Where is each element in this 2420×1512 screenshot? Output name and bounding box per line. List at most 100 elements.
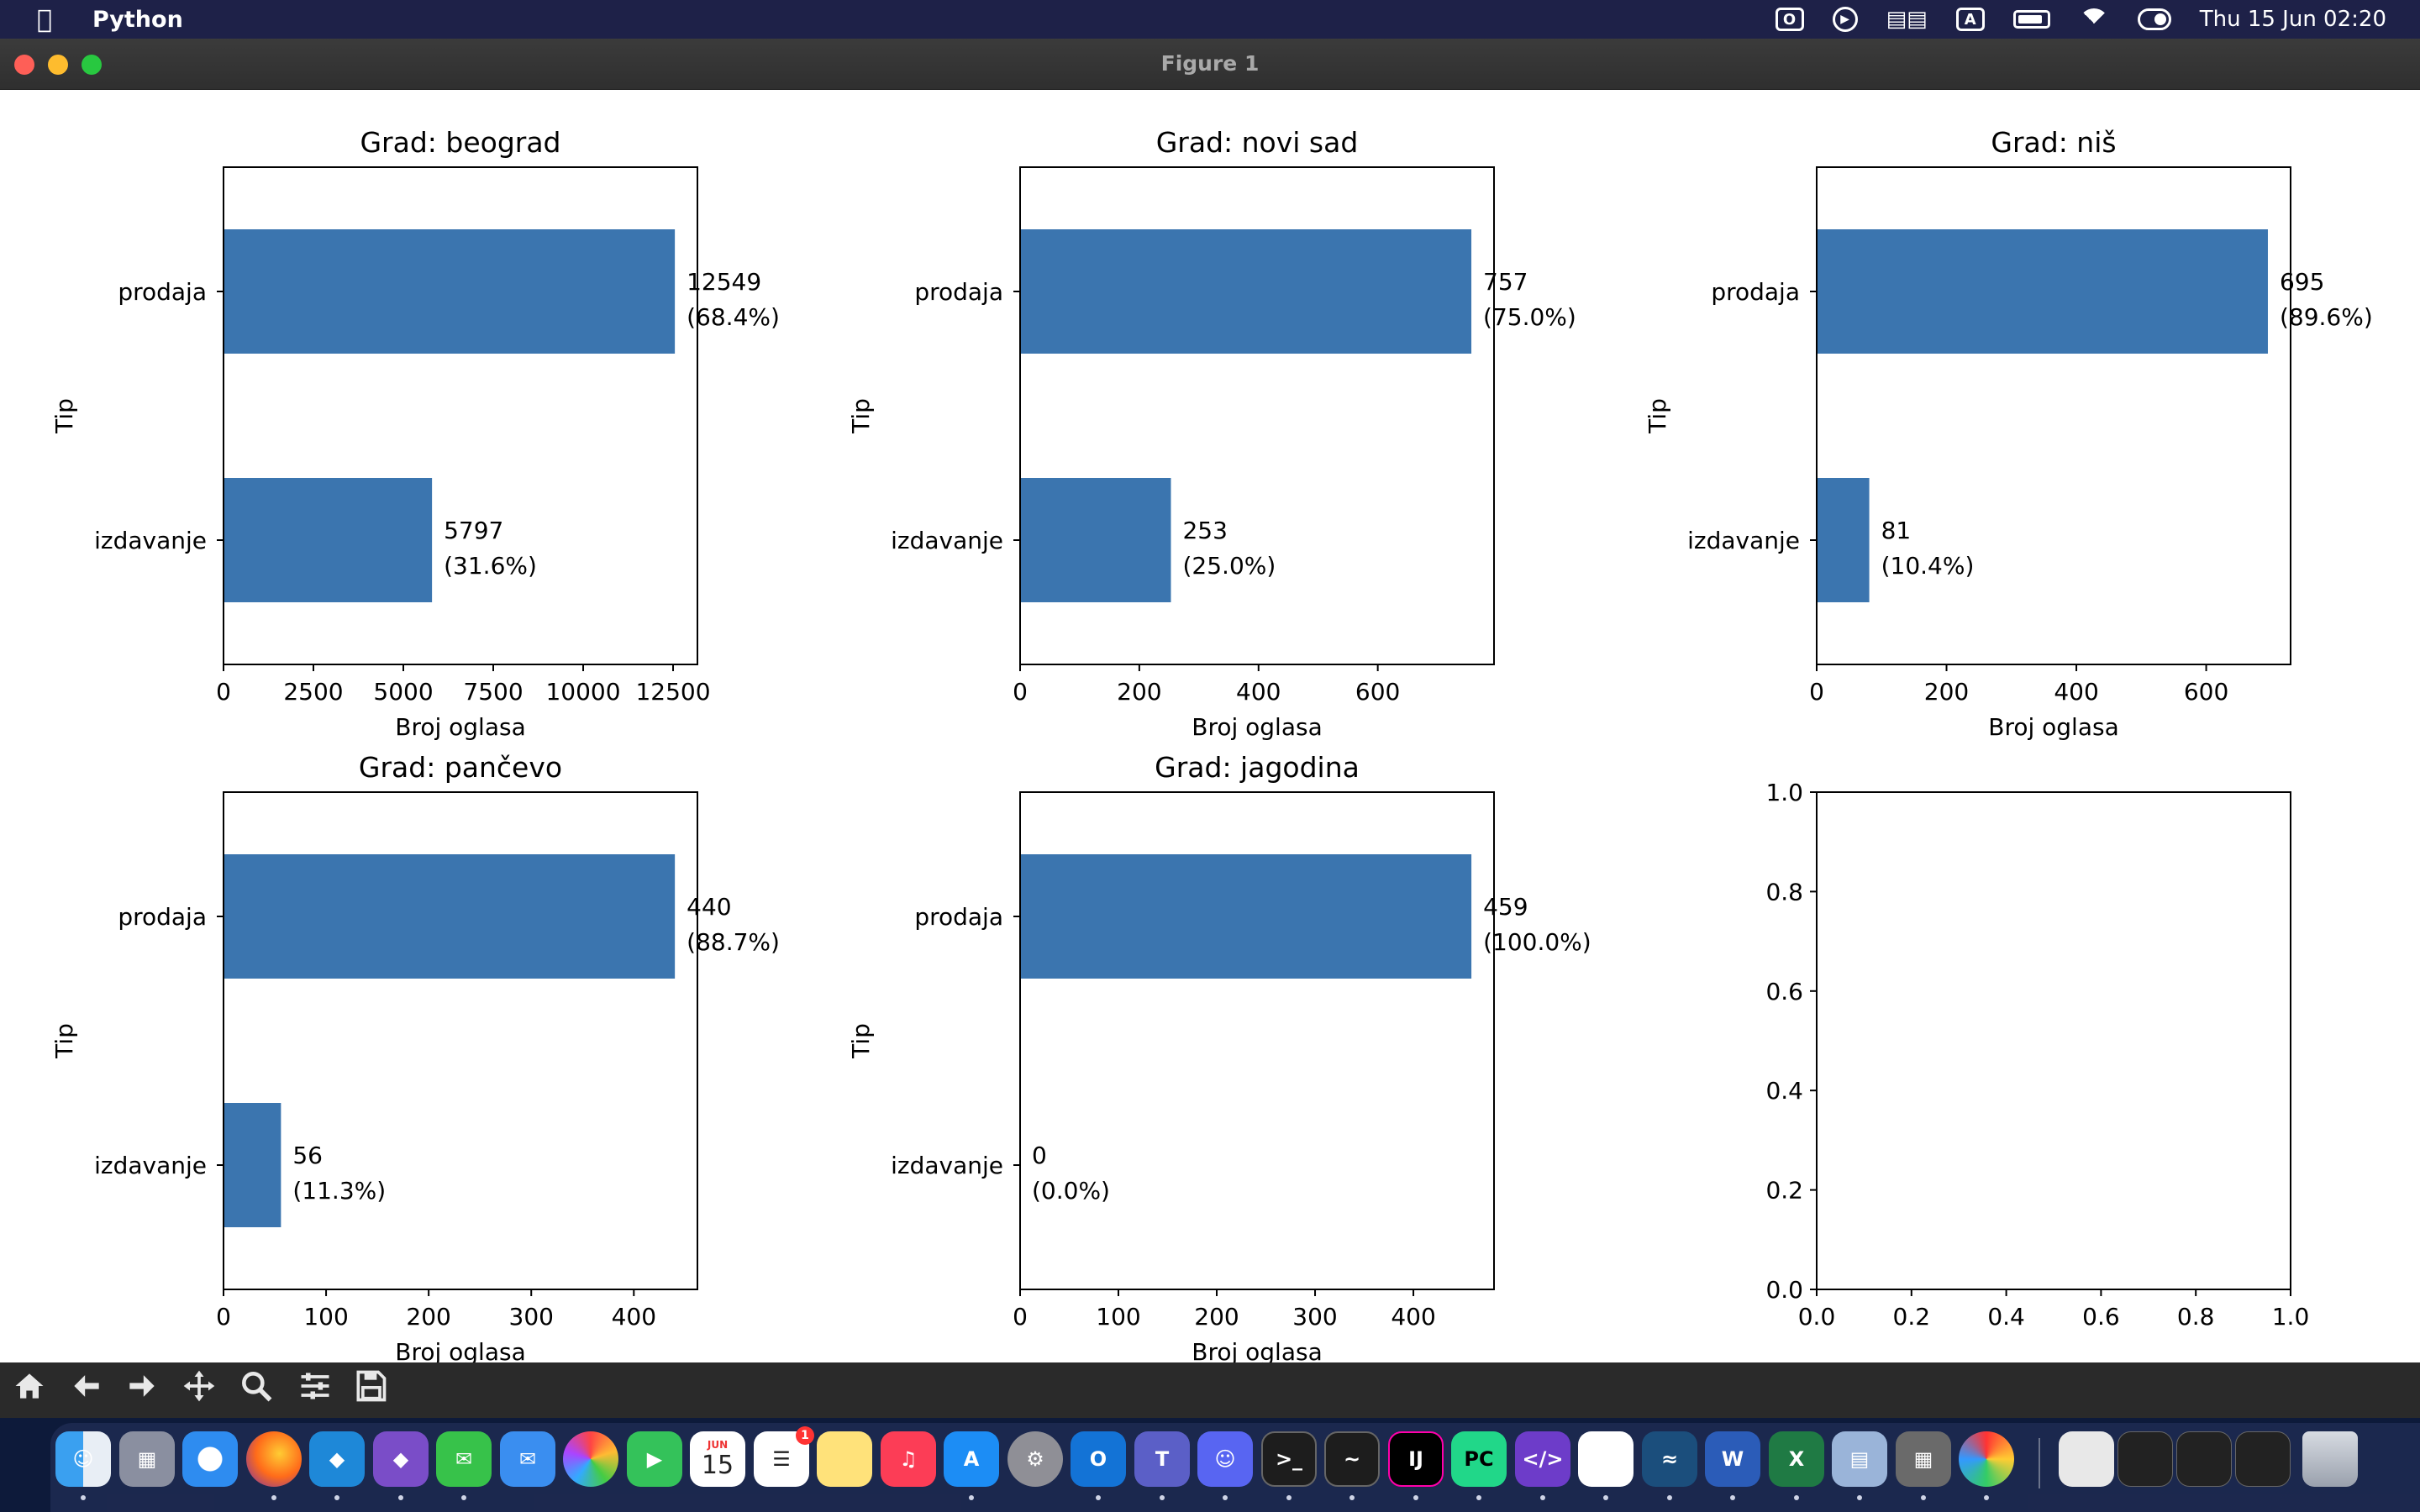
dock-terminal-icon[interactable]: >_ [1261, 1431, 1317, 1487]
save-button[interactable] [348, 1369, 393, 1411]
close-window-button[interactable] [14, 55, 34, 75]
panel-4-xtick-label: 300 [509, 1303, 554, 1331]
status-area: O ▶ ▤▤ A Thu 15 Jun 02:20 [1775, 0, 2386, 39]
dock-word-icon[interactable]: W [1705, 1431, 1760, 1487]
apple-menu-icon[interactable]:  [32, 5, 57, 34]
dock-reminders-icon[interactable]: ☰ 1 [754, 1426, 814, 1487]
input-source-indicator[interactable]: A [1955, 8, 1985, 31]
panel-3-xtick-label: 600 [2184, 678, 2228, 706]
app-menu-name[interactable]: Python [92, 6, 183, 33]
panel-2-ytick-label: izdavanje [891, 527, 1003, 554]
menu-clock[interactable]: Thu 15 Jun 02:20 [2199, 7, 2386, 32]
panel-3-xlabel: Broj oglasa [1988, 713, 2119, 741]
dock-visual-studio-icon[interactable]: ◆ [373, 1431, 429, 1487]
panel-5-ytick-label: izdavanje [891, 1152, 1003, 1179]
panel-5-title: Grad: jagodina [1155, 751, 1360, 784]
dock-teams-icon[interactable]: T [1134, 1431, 1190, 1487]
dock-recent-window-2[interactable] [2176, 1431, 2232, 1487]
panel-3-value-label: 695 [2280, 268, 2324, 296]
configure-icon [297, 1368, 334, 1413]
back-button[interactable] [64, 1369, 109, 1411]
minimize-window-button[interactable] [48, 55, 68, 75]
panel-2-value-label: 253 [1182, 517, 1227, 544]
panel-1-xtick-label: 10000 [545, 678, 620, 706]
dock-firefox-icon[interactable] [246, 1431, 302, 1487]
running-indicator [1794, 1495, 1799, 1500]
dock-preview-icon[interactable]: ▤ [1832, 1431, 1887, 1487]
bed-status-icon[interactable]: ▤▤ [1886, 7, 1928, 32]
configure-button[interactable] [292, 1369, 338, 1411]
panel-1-value-label: 5797 [444, 517, 503, 544]
dock-trash-icon[interactable] [2302, 1431, 2358, 1487]
panel-2-bar-izdavanje [1020, 478, 1171, 602]
panel-6-ytick-label: 0.0 [1765, 1276, 1803, 1304]
title-bar[interactable]: Figure 1 [0, 39, 2420, 90]
control-center-icon[interactable] [2137, 8, 2171, 30]
dock-calendar-icon[interactable]: JUN 15 [690, 1431, 745, 1487]
dock-photos-icon[interactable] [563, 1431, 618, 1487]
running-indicator [1476, 1495, 1481, 1500]
panel-4-xtick-label: 100 [303, 1303, 348, 1331]
play-status-icon[interactable]: ▶ [1832, 7, 1858, 32]
zoom-window-button[interactable] [82, 55, 102, 75]
dock-downloads-stack[interactable] [2059, 1431, 2114, 1487]
dock-slack-icon[interactable]: # [1578, 1431, 1634, 1487]
dock-activity-monitor-icon[interactable]: ~ [1324, 1431, 1380, 1487]
dock-finder-icon[interactable]: ☺ [55, 1431, 111, 1487]
outlook-status-icon[interactable]: O [1775, 8, 1804, 31]
dock: ☺ ▦ ◎ ◆ ◆ ✉ ✉ ▶ JUN 15 ☰ 1 ♫ A ⚙ O T ☺ >_ ~ IJ PC </> # ≈ W X ▤ ▦ [50, 1423, 2420, 1512]
panel-6-ytick-label: 0.4 [1765, 1077, 1803, 1105]
running-indicator [271, 1495, 276, 1500]
panel-1-xtick-label: 5000 [373, 678, 433, 706]
dock-outlook-icon[interactable]: O [1071, 1431, 1126, 1487]
battery-icon[interactable] [2012, 10, 2050, 29]
forward-button[interactable] [119, 1369, 165, 1411]
dock-intellij-idea-icon[interactable]: IJ [1388, 1431, 1444, 1487]
dock-music-icon[interactable]: ♫ [881, 1431, 936, 1487]
panel-2-xtick-label: 0 [1013, 678, 1028, 706]
panel-4-xtick-label: 200 [406, 1303, 450, 1331]
panel-5-xtick-label: 0 [1013, 1303, 1028, 1331]
running-indicator [1096, 1495, 1101, 1500]
dock-system-settings-icon[interactable]: ⚙ [1007, 1431, 1063, 1487]
dock-safari-icon[interactable]: ◎ [182, 1431, 238, 1487]
dock-facetime-icon[interactable]: ▶ [627, 1431, 682, 1487]
panel-4-xtick-label: 400 [612, 1303, 656, 1331]
panel-2-xtick-label: 400 [1236, 678, 1281, 706]
dock-script-editor-icon[interactable]: </> [1515, 1431, 1570, 1487]
panel-5-percent-label: (0.0%) [1032, 1177, 1110, 1205]
dock-messages-icon[interactable]: ✉ [436, 1431, 492, 1487]
running-indicator [1921, 1495, 1926, 1500]
dock-recent-window-3[interactable] [2235, 1431, 2291, 1487]
dock-mail-icon[interactable]: ✉ [500, 1431, 555, 1487]
running-indicator [1667, 1495, 1672, 1500]
panel-2-ylabel: Tip [847, 398, 875, 434]
dock-recent-window-1[interactable] [2118, 1431, 2173, 1487]
zoom-button[interactable] [234, 1369, 279, 1411]
dock-discord-icon[interactable]: ☺ [1197, 1431, 1253, 1487]
panel-4-ylabel: Tip [50, 1023, 78, 1059]
panel-6-xtick-label: 0.8 [2177, 1303, 2215, 1331]
dock-pycharm-icon[interactable]: PC [1451, 1431, 1507, 1487]
dock-excel-icon[interactable]: X [1769, 1431, 1824, 1487]
panel-6-xtick-label: 1.0 [2272, 1303, 2310, 1331]
dock-notes-icon[interactable] [817, 1431, 872, 1487]
panel-1-bar-prodaja [224, 229, 676, 354]
dock-pinwheel-icon[interactable] [1959, 1431, 2014, 1487]
wifi-icon[interactable] [2079, 8, 2109, 30]
home-button[interactable] [7, 1369, 52, 1411]
pan-button[interactable] [176, 1369, 222, 1411]
dock-app-store-icon[interactable]: A [944, 1431, 999, 1487]
panel-3-ylabel: Tip [1644, 398, 1671, 434]
panel-4-value-label: 56 [292, 1142, 323, 1169]
dock-vs-code-icon[interactable]: ◆ [309, 1431, 365, 1487]
panel-2-xtick-label: 200 [1117, 678, 1161, 706]
dock-mysql-workbench-icon[interactable]: ≈ [1642, 1431, 1697, 1487]
dock-calculator-icon[interactable]: ▦ [1896, 1431, 1951, 1487]
panel-2-value-label: 757 [1483, 268, 1528, 296]
panel-3-bar-izdavanje [1817, 478, 1870, 602]
dock-launchpad-icon[interactable]: ▦ [119, 1431, 175, 1487]
panel-1-xtick-label: 2500 [283, 678, 343, 706]
running-indicator [1730, 1495, 1735, 1500]
zoom-icon [238, 1368, 275, 1413]
